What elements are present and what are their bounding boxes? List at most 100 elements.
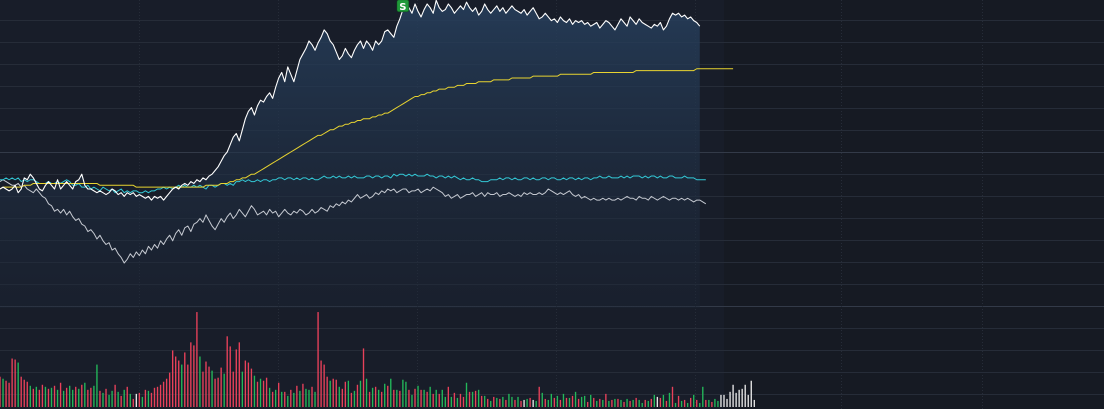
volume-bar (23, 379, 25, 407)
volume-bar (441, 389, 443, 407)
volume-bar (156, 386, 159, 407)
volume-bar (229, 346, 231, 407)
volume-bar (117, 391, 119, 407)
volume-bar (202, 371, 204, 407)
volume-bar (683, 399, 686, 407)
volume-bar (44, 386, 47, 407)
volume-bar (620, 399, 622, 407)
volume-bar (399, 390, 401, 407)
volume-bar (402, 379, 404, 407)
volume-bar (753, 399, 755, 407)
volume-bar (259, 378, 262, 407)
volume-bar (465, 382, 468, 407)
volume-bar (108, 394, 110, 407)
volume-bar (423, 389, 425, 407)
volume-bar (178, 360, 180, 407)
volume-bar (562, 393, 565, 407)
volume-bar (438, 393, 440, 407)
volume-bar (480, 395, 483, 407)
volume-bar (665, 400, 668, 407)
volume-bar (714, 398, 716, 407)
volume-bar (374, 386, 377, 407)
volume-bar (132, 398, 134, 407)
volume-bar (78, 388, 80, 407)
volume-bar (32, 388, 34, 407)
volume-bar (90, 387, 92, 407)
volume-bar (559, 399, 562, 407)
volume-bar (62, 390, 65, 407)
volume-bar (444, 396, 446, 407)
signal-badge (396, 0, 410, 13)
price-line-price (0, 0, 701, 201)
volume-bar (526, 398, 528, 407)
volume-bar (556, 395, 559, 407)
volume-bar (102, 392, 104, 407)
average-price-line-avg (0, 68, 734, 190)
volume-bar (329, 380, 331, 407)
volume-bar (362, 348, 365, 407)
volume-bar (314, 391, 316, 407)
volume-bar (344, 381, 347, 407)
volume-bar (435, 389, 437, 407)
volume-bar (17, 362, 19, 407)
volume-bar (729, 391, 731, 407)
volume-bar (577, 398, 580, 407)
volume-bar (690, 397, 692, 407)
volume-bar (141, 396, 144, 407)
volume-bar (159, 384, 162, 407)
volume-bar (659, 397, 662, 407)
volume-bar (432, 393, 434, 407)
volume-bar (429, 386, 431, 407)
volume-bar (214, 378, 216, 407)
volume-bar (26, 381, 28, 407)
volume-bar (271, 391, 274, 407)
volume-bar (596, 400, 598, 407)
volume-bar (2, 378, 4, 407)
volume-bar (720, 394, 722, 407)
volume-bar (417, 385, 419, 407)
volume-bar (274, 389, 277, 407)
volume-bar (574, 391, 577, 407)
volume-bar (420, 389, 422, 407)
volume-bar (696, 399, 698, 407)
volume-bar (608, 400, 610, 407)
volume-bar (523, 399, 525, 407)
volume-bar (484, 395, 486, 407)
volume-bar (332, 378, 334, 407)
volume-bar (550, 393, 553, 407)
volume-bars (0, 312, 755, 407)
volume-bar (474, 390, 477, 407)
volume-bar (635, 397, 637, 407)
volume-bar (50, 387, 53, 407)
volume-bar (138, 392, 141, 407)
volume-bar (553, 397, 556, 407)
volume-bar (208, 366, 210, 407)
volume-bar (68, 385, 71, 407)
volume-bar (617, 398, 619, 407)
volume-bar (490, 400, 492, 407)
volume-bar (120, 395, 122, 407)
volume-bar (708, 399, 710, 407)
volume-bar (459, 393, 462, 407)
volume-bar (611, 399, 613, 407)
volume-bar (505, 399, 507, 407)
signal-marker: S (396, 0, 410, 13)
volume-bar (408, 389, 410, 407)
volume-bar (644, 399, 646, 407)
volume-bar (20, 376, 22, 407)
volume-bar (632, 399, 634, 407)
volume-bar (626, 398, 628, 407)
volume-bar (747, 394, 749, 407)
volume-bar (662, 394, 665, 407)
volume-bar (538, 386, 540, 407)
signal-markers: S (396, 0, 410, 13)
volume-bar (605, 393, 607, 407)
volume-bar (565, 397, 568, 407)
volume-bar (147, 390, 150, 407)
volume-bar (462, 396, 465, 407)
volume-bar (232, 371, 234, 407)
volume-bar (268, 387, 271, 407)
volume-bar (165, 378, 168, 407)
volume-bar (496, 397, 498, 407)
volume-bar (514, 399, 516, 407)
